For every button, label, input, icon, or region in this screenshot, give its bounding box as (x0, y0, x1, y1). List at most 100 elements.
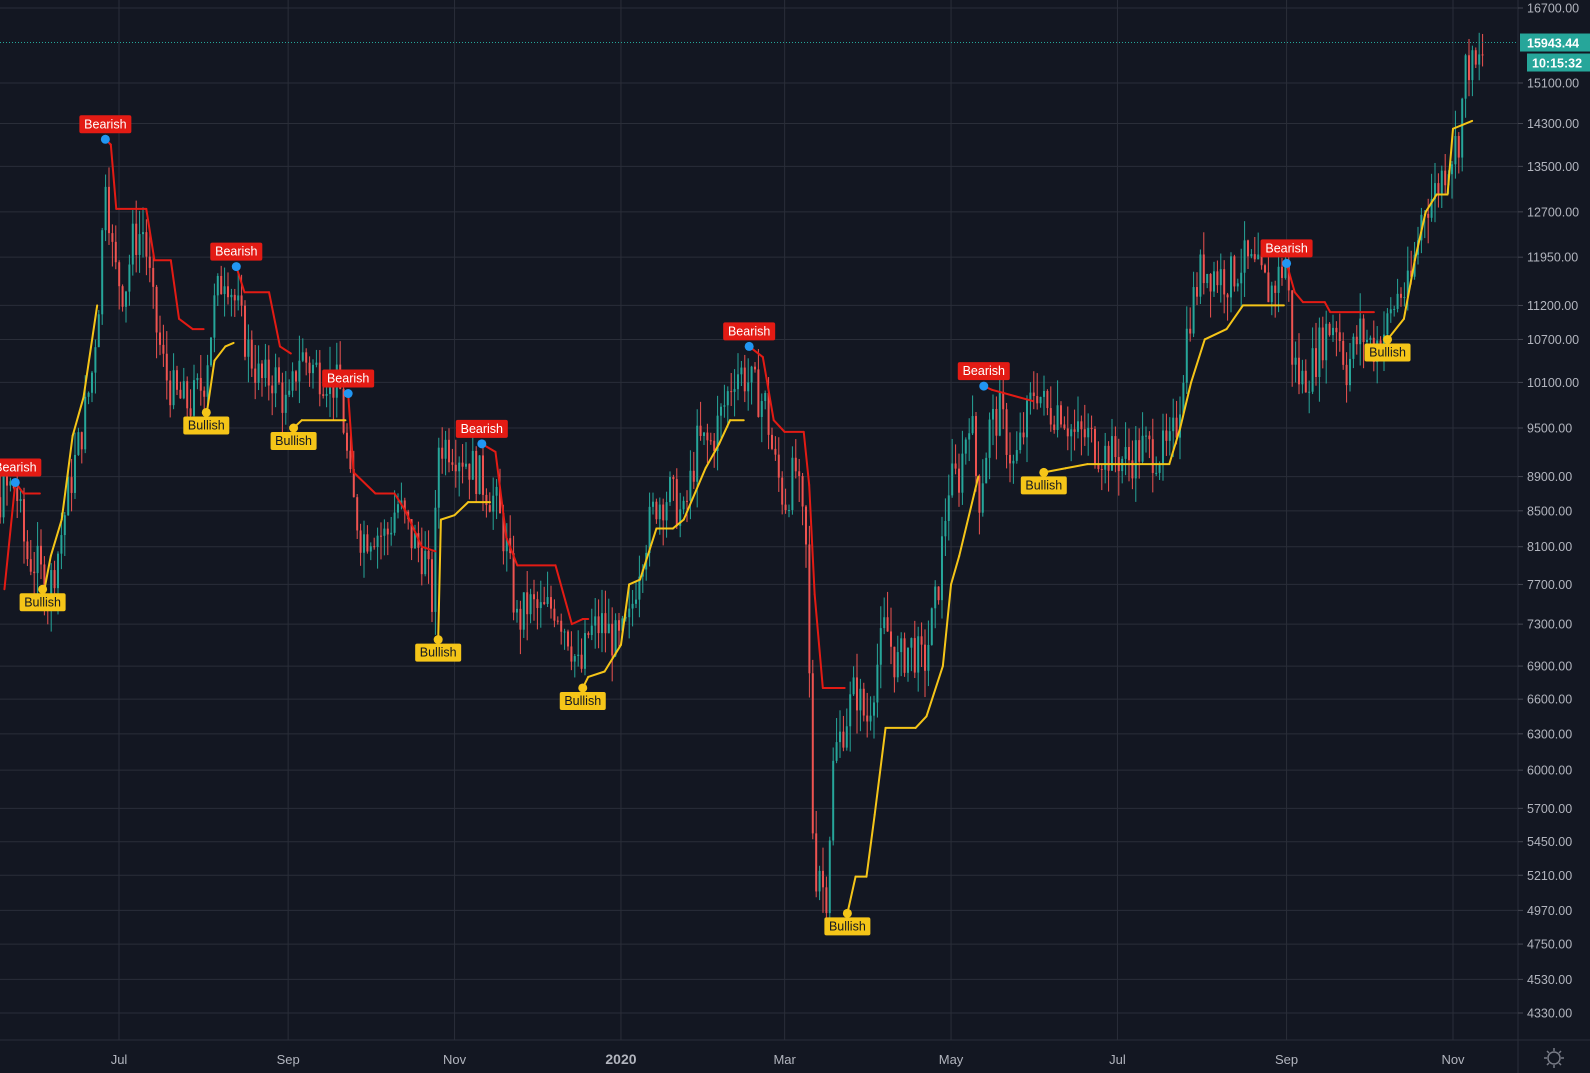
candle-body (951, 463, 954, 496)
candle-body (505, 538, 508, 552)
candle-body (1359, 318, 1362, 345)
candle-body (815, 833, 818, 892)
bearish-signal[interactable]: Bearish (210, 242, 263, 272)
candle-body (781, 477, 784, 505)
candle-body (1325, 323, 1328, 361)
candle-body (237, 295, 240, 301)
bullish-signal[interactable]: Bullish (183, 407, 230, 435)
candle-body (845, 726, 848, 748)
candle-body (597, 616, 600, 634)
candle-body (685, 500, 688, 502)
bullish-signal[interactable]: Bullish (19, 584, 66, 612)
candle-body (1444, 170, 1447, 186)
candle-body (250, 339, 253, 369)
bullish-stop-segment (846, 875, 857, 915)
candle-body (288, 390, 291, 395)
bearish-signal[interactable]: Bearish (455, 419, 508, 449)
candle-body (366, 534, 369, 552)
candle-body (233, 294, 236, 301)
candle-body (1331, 327, 1334, 336)
candle-body (526, 592, 529, 615)
signal-label-text: Bullish (1025, 478, 1062, 492)
candle-body (1233, 256, 1236, 287)
candle-body (1348, 358, 1351, 386)
candle-body (162, 344, 165, 354)
bullish-signal[interactable]: Bullish (559, 683, 606, 710)
candle-body (118, 262, 121, 287)
bearish-stop-segment (347, 392, 355, 474)
bearish-signal[interactable]: Bearish (957, 362, 1010, 391)
candle-body (903, 638, 906, 673)
price-axis[interactable]: 16700.00 15100.00 14300.00 13500.00 12700.00… (1518, 2, 1579, 1021)
candle-body (543, 602, 546, 604)
bearish-signal[interactable]: Bearish (79, 115, 132, 144)
candle-body (1087, 427, 1090, 438)
candle-body (1141, 435, 1144, 462)
chart-settings-gear-icon[interactable] (1544, 1048, 1564, 1068)
candle-body (1049, 408, 1052, 425)
price-tick-label: 5450.00 (1527, 835, 1572, 849)
candle-body (832, 760, 835, 841)
bearish-signal[interactable]: Bearish (1260, 239, 1313, 268)
candle-body (927, 644, 930, 671)
candle-body (570, 646, 573, 662)
bullish-signal[interactable]: Bullish (415, 635, 462, 662)
candle-body (1022, 432, 1025, 438)
candle-body (947, 495, 950, 521)
candle-body (1410, 270, 1413, 277)
bullish-stop-segment (1168, 427, 1182, 466)
bullish-stop-segment (1402, 259, 1416, 320)
candle-body (604, 613, 607, 634)
candle-body (519, 608, 522, 630)
time-tick-label: May (939, 1052, 964, 1067)
candle-body (90, 372, 93, 393)
candle-body (373, 546, 376, 548)
candle-body (981, 483, 984, 513)
candle-body (396, 504, 399, 513)
candle-body (859, 688, 862, 711)
candle-body (791, 457, 794, 511)
price-tick-label: 5210.00 (1527, 869, 1572, 883)
bearish-signal[interactable]: Bearish (723, 322, 776, 351)
candle-body (617, 620, 620, 631)
candle-body (1369, 337, 1372, 340)
candle-body (104, 186, 107, 231)
bullish-signal[interactable]: Bullish (1020, 467, 1067, 495)
bullish-signal[interactable]: Bullish (1364, 334, 1411, 362)
candle-body (587, 633, 590, 636)
signal-label-box (455, 419, 508, 438)
candle-body (1257, 254, 1260, 260)
bullish-signal[interactable]: Bullish (824, 908, 871, 936)
candle-body (1032, 392, 1035, 397)
candle-body (713, 440, 716, 451)
candle-body (1328, 323, 1331, 336)
candle-body (492, 495, 495, 512)
time-axis[interactable]: Jul Sep Nov 2020 Mar May Jul Sep Nov (111, 1051, 1465, 1067)
candle-body (36, 545, 39, 574)
candle-body (145, 232, 148, 257)
bearish-signal[interactable]: Bearish (322, 369, 375, 399)
bearish-signal[interactable]: Bearish (0, 458, 42, 487)
signal-label-text: Bullish (188, 418, 225, 432)
candle-body (577, 654, 580, 657)
candle-body (1029, 392, 1032, 401)
candle-body (866, 715, 869, 722)
bullish-signal[interactable]: Bullish (270, 423, 317, 451)
candle-body (536, 599, 539, 608)
signal-label-text: Bearish (728, 324, 770, 338)
candle-body (9, 481, 12, 486)
candle-body (22, 499, 25, 542)
candle-body (1226, 294, 1229, 298)
bearish-stop-segment (554, 564, 573, 626)
candle-body (1450, 164, 1453, 175)
candle-body (706, 432, 709, 441)
candle-body (393, 512, 396, 533)
candle-body (5, 475, 8, 486)
candle-body (556, 620, 559, 622)
candle-body (1464, 55, 1467, 99)
candle-body (662, 504, 665, 521)
candle-body (1386, 313, 1389, 335)
candle-body (689, 470, 692, 501)
candle-body (607, 623, 610, 634)
